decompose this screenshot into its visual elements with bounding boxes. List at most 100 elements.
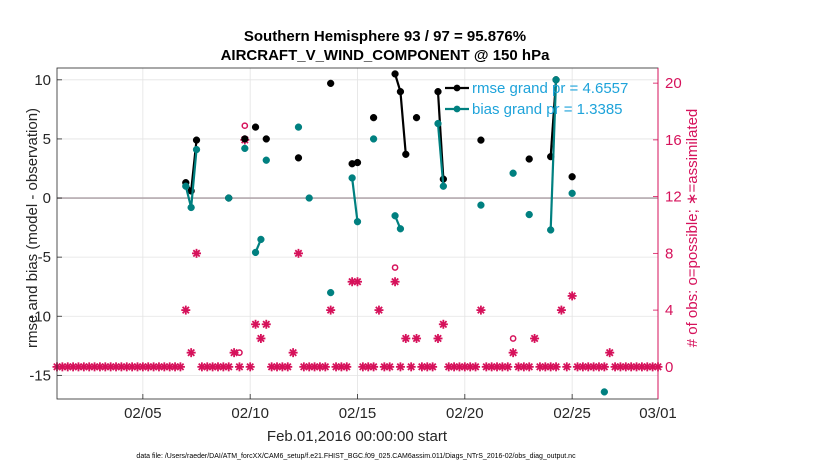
asterisk-stroke bbox=[321, 363, 330, 371]
rmse-point bbox=[262, 135, 270, 143]
obs-assimilated-point bbox=[562, 362, 572, 372]
bias-point bbox=[434, 119, 442, 128]
asterisk-stroke bbox=[530, 334, 539, 343]
chart-subtitle: AIRCRAFT_V_WIND_COMPONENT @ 150 hPa bbox=[221, 47, 551, 64]
obs-assimilated-point bbox=[412, 333, 422, 343]
obs-assimilated-point bbox=[358, 362, 368, 372]
obs-assimilated-point bbox=[428, 362, 438, 372]
asterisk-stroke bbox=[342, 363, 351, 371]
obs-assimilated-point bbox=[605, 348, 615, 358]
x-tick-label: 03/01 bbox=[639, 405, 677, 422]
y-tick-label: -5 bbox=[38, 249, 51, 266]
asterisk-stroke bbox=[439, 320, 448, 329]
y2-tick-label: 0 bbox=[665, 359, 673, 376]
x-axis-label: Feb.01,2016 00:00:00 start bbox=[267, 428, 448, 445]
obs-assimilated-point bbox=[234, 362, 244, 372]
bias-point bbox=[477, 201, 485, 209]
bias-point bbox=[187, 203, 195, 212]
rmse-point bbox=[477, 136, 485, 144]
rmse-point bbox=[327, 79, 335, 88]
asterisk-stroke bbox=[600, 363, 609, 371]
bias-point bbox=[257, 235, 265, 244]
bias-point bbox=[600, 388, 608, 396]
y2-tick-label: 20 bbox=[665, 75, 682, 92]
obs-possible-point bbox=[509, 335, 517, 342]
obs-assimilated-point bbox=[433, 333, 443, 343]
y2-tick-label: 16 bbox=[665, 132, 682, 149]
obs-assimilated-point bbox=[245, 362, 255, 372]
x-tick-label: 02/25 bbox=[553, 405, 591, 422]
bias-point bbox=[396, 225, 405, 233]
asterisk-stroke bbox=[525, 363, 534, 371]
obs-assimilated-point bbox=[385, 362, 395, 372]
bias-point bbox=[251, 248, 260, 257]
bias-point bbox=[568, 189, 576, 197]
obs-assimilated-point bbox=[438, 319, 448, 329]
bias-point bbox=[353, 218, 362, 226]
legend-bias-label: bias grand pr = 1.3385 bbox=[472, 101, 623, 118]
obs-assimilated-point bbox=[261, 319, 271, 329]
asterisk-stroke bbox=[289, 348, 297, 357]
obs-assimilated-point bbox=[471, 362, 481, 372]
bias-point bbox=[241, 144, 249, 153]
rmse-point bbox=[391, 70, 399, 78]
obs-assimilated-point bbox=[599, 362, 609, 372]
asterisk-stroke bbox=[557, 306, 566, 314]
asterisk-stroke bbox=[375, 306, 383, 314]
chart-title: Southern Hemisphere 93 / 97 = 95.876% bbox=[244, 28, 526, 45]
asterisk-stroke bbox=[434, 334, 442, 343]
y-tick-label: -10 bbox=[29, 308, 51, 325]
obs-assimilated-point bbox=[353, 277, 362, 287]
obs-count-layer bbox=[52, 122, 663, 372]
obs-assimilated-point bbox=[175, 362, 185, 372]
asterisk-stroke bbox=[605, 348, 614, 357]
obs-assimilated-point bbox=[342, 362, 352, 372]
rmse-point bbox=[402, 150, 410, 158]
rmse-point bbox=[294, 154, 303, 162]
obs-assimilated-point bbox=[251, 319, 261, 329]
obs-assimilated-point bbox=[551, 362, 561, 372]
asterisk-stroke bbox=[257, 334, 265, 343]
obs-assimilated-point bbox=[556, 305, 566, 315]
bias-point bbox=[525, 210, 533, 219]
legend: rmse grand pr = 4.6557 bias grand pr = 1.… bbox=[445, 80, 628, 118]
bias-line-segment bbox=[351, 177, 359, 222]
rmse-point bbox=[192, 136, 201, 144]
asterisk-stroke bbox=[230, 348, 238, 357]
obs-assimilated-point bbox=[326, 305, 336, 315]
x-tick-label: 02/05 bbox=[124, 405, 162, 422]
bias-point bbox=[305, 194, 313, 202]
asterisk-stroke bbox=[412, 334, 421, 343]
obs-assimilated-point bbox=[293, 248, 303, 258]
axes: 02/05 02/10 02/15 02/20 02/25 03/01 10 5 0 -5 -10 -… bbox=[29, 68, 682, 422]
asterisk-stroke bbox=[235, 363, 244, 371]
obs-assimilated-point bbox=[524, 362, 534, 372]
y2-tick-label: 12 bbox=[665, 189, 682, 206]
obs-assimilated-point bbox=[256, 333, 266, 343]
obs-assimilated-point bbox=[476, 305, 486, 315]
y2-tick-label: 4 bbox=[665, 302, 673, 319]
obs-assimilated-point bbox=[395, 362, 405, 372]
obs-assimilated-point bbox=[192, 248, 202, 258]
y-axis-label: rmse and bias (model - observation) bbox=[24, 108, 41, 348]
rmse-point bbox=[353, 158, 362, 167]
asterisk-stroke bbox=[181, 306, 190, 314]
obs-assimilated-point bbox=[186, 348, 196, 358]
asterisk-stroke bbox=[477, 306, 485, 314]
asterisk-stroke bbox=[224, 363, 233, 371]
bias-point bbox=[182, 182, 190, 190]
x-tick-label: 02/10 bbox=[231, 405, 269, 422]
asterisk-stroke bbox=[562, 363, 571, 371]
asterisk-stroke bbox=[246, 363, 254, 371]
bias-point bbox=[439, 182, 448, 190]
legend-rmse-label: rmse grand pr = 4.6557 bbox=[472, 80, 628, 97]
x-tick-label: 02/20 bbox=[446, 405, 484, 422]
obs-assimilated-point bbox=[320, 362, 330, 372]
y-tick-label: 5 bbox=[43, 131, 51, 148]
asterisk-stroke bbox=[283, 363, 292, 371]
asterisk-stroke bbox=[262, 320, 271, 329]
bias-point bbox=[192, 145, 201, 154]
rmse-point bbox=[568, 173, 576, 181]
